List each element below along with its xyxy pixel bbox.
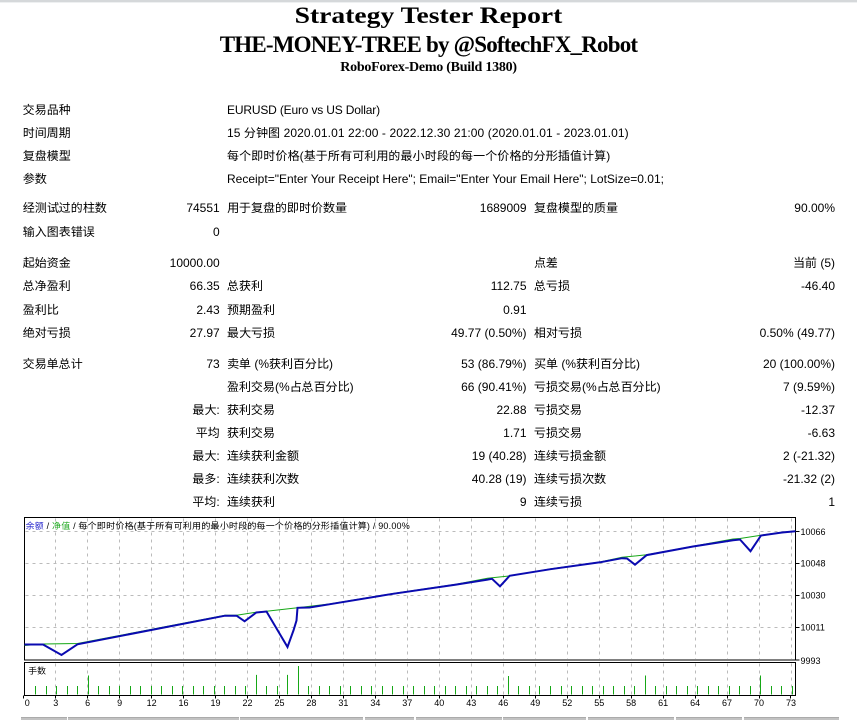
- svg-text:55: 55: [594, 698, 604, 708]
- svg-text:12: 12: [147, 698, 157, 708]
- svg-text:43: 43: [466, 698, 476, 708]
- svg-text:10030: 10030: [801, 590, 826, 600]
- svg-text:9993: 9993: [801, 656, 821, 666]
- svg-text:73: 73: [786, 698, 796, 708]
- svg-text:25: 25: [274, 698, 284, 708]
- svg-text:余额 / 净值 / 每个即时价格(基于所有可利用的最小时段的: 余额 / 净值 / 每个即时价格(基于所有可利用的最小时段的每一个价格的分形插值…: [26, 520, 410, 531]
- svg-text:49: 49: [530, 698, 540, 708]
- svg-text:34: 34: [370, 698, 380, 708]
- svg-text:37: 37: [402, 698, 412, 708]
- svg-text:67: 67: [722, 698, 732, 708]
- svg-text:手数: 手数: [28, 666, 47, 676]
- svg-text:16: 16: [178, 698, 188, 708]
- svg-text:46: 46: [498, 698, 508, 708]
- svg-text:22: 22: [242, 698, 252, 708]
- svg-text:28: 28: [306, 698, 316, 708]
- svg-text:40: 40: [434, 698, 444, 708]
- svg-text:3: 3: [53, 698, 58, 708]
- svg-text:19: 19: [210, 698, 220, 708]
- svg-text:70: 70: [754, 698, 764, 708]
- svg-text:9: 9: [117, 698, 122, 708]
- svg-text:64: 64: [690, 698, 700, 708]
- svg-text:0: 0: [25, 698, 30, 708]
- svg-text:61: 61: [658, 698, 668, 708]
- svg-text:6: 6: [85, 698, 90, 708]
- svg-text:52: 52: [562, 698, 572, 708]
- svg-text:31: 31: [338, 698, 348, 708]
- svg-text:10066: 10066: [801, 527, 826, 537]
- svg-text:58: 58: [626, 698, 636, 708]
- svg-text:10048: 10048: [801, 559, 826, 569]
- svg-text:10011: 10011: [801, 623, 825, 633]
